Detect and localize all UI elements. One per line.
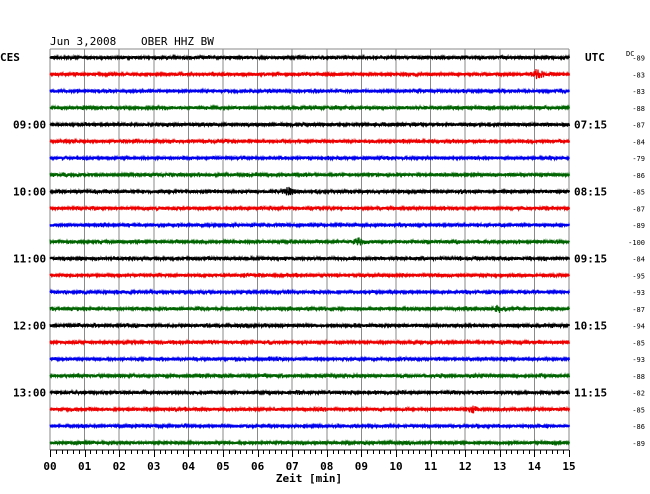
x-tick-label: 10 bbox=[389, 460, 402, 473]
plot-grid bbox=[49, 48, 570, 451]
left-time-label: 12:00 bbox=[13, 320, 46, 333]
x-axis: 00 01 02 03 04 05 06 07 08 09 10 11 12 13 14 15 bbox=[43, 450, 576, 473]
dc-offset-value: -85 bbox=[632, 339, 645, 347]
trace-row bbox=[49, 221, 571, 229]
trace-row bbox=[49, 170, 571, 179]
right-time-label: 11:15 bbox=[574, 387, 607, 400]
trace-row bbox=[49, 186, 571, 196]
trace-row bbox=[49, 120, 571, 129]
x-tick-label: 00 bbox=[43, 460, 56, 473]
x-tick-label: 03 bbox=[147, 460, 160, 473]
left-time-label: 11:00 bbox=[13, 253, 46, 266]
trace-row bbox=[49, 53, 571, 62]
right-time-label: 10:15 bbox=[574, 320, 607, 333]
trace-row bbox=[49, 103, 571, 112]
dc-offset-value: -89 bbox=[632, 222, 645, 230]
trace-row bbox=[49, 271, 571, 280]
dc-offset-column: -89 -83 -83 -88 -87 -84 -79 -86 -85 -87 -89 -100 -84… bbox=[628, 55, 645, 448]
right-zone-label: UTC bbox=[585, 51, 605, 64]
x-tick-label: 09 bbox=[355, 460, 368, 473]
dc-offset-value: -87 bbox=[632, 306, 645, 314]
right-time-label: 08:15 bbox=[574, 186, 607, 199]
left-time-label: 10:00 bbox=[13, 186, 46, 199]
dc-offset-value: -85 bbox=[632, 189, 645, 197]
dc-offset-value: -88 bbox=[632, 373, 645, 381]
dc-offset-value: -87 bbox=[632, 205, 645, 213]
x-tick-label: 06 bbox=[251, 460, 265, 473]
left-time-label: 13:00 bbox=[13, 387, 46, 400]
station-label: OBER HHZ BW bbox=[141, 35, 214, 48]
dc-offset-value: -89 bbox=[632, 55, 645, 63]
trace-row bbox=[49, 288, 571, 296]
seismic-traces bbox=[49, 53, 571, 447]
x-tick-label: 15 bbox=[562, 460, 575, 473]
trace-row bbox=[49, 338, 571, 346]
trace-row bbox=[49, 371, 571, 380]
x-tick-label: 07 bbox=[286, 460, 299, 473]
dc-offset-value: -79 bbox=[632, 155, 645, 163]
dc-offset-value: -93 bbox=[632, 356, 645, 364]
trace-row bbox=[49, 69, 571, 80]
dc-offset-value: -85 bbox=[632, 406, 645, 414]
left-time-label: 09:00 bbox=[13, 119, 46, 132]
dc-offset-value: -94 bbox=[632, 323, 645, 331]
left-zone-label: CES bbox=[0, 51, 20, 64]
x-tick-label: 04 bbox=[182, 460, 196, 473]
trace-row bbox=[49, 422, 571, 430]
trace-row bbox=[49, 204, 571, 213]
x-tick-label: 02 bbox=[113, 460, 126, 473]
trace-row bbox=[49, 321, 571, 330]
trace-row bbox=[49, 388, 571, 397]
dc-offset-value: -84 bbox=[632, 256, 645, 264]
right-time-label: 07:15 bbox=[574, 119, 607, 132]
dc-offset-value: -87 bbox=[632, 122, 645, 130]
x-tick-label: 11 bbox=[424, 460, 438, 473]
trace-row bbox=[49, 87, 571, 95]
dc-offset-value: -83 bbox=[632, 88, 645, 96]
dc-offset-value: -82 bbox=[632, 390, 645, 398]
dc-offset-value: -93 bbox=[632, 289, 645, 297]
x-tick-label: 01 bbox=[78, 460, 92, 473]
dc-offset-value: -88 bbox=[632, 105, 645, 113]
dc-offset-value: -84 bbox=[632, 138, 645, 146]
trace-row bbox=[49, 355, 571, 363]
x-tick-label: 08 bbox=[320, 460, 333, 473]
dc-offset-value: -89 bbox=[632, 440, 645, 448]
dc-offset-value: -86 bbox=[632, 423, 645, 431]
x-tick-label: 05 bbox=[216, 460, 229, 473]
right-time-label: 09:15 bbox=[574, 253, 607, 266]
trace-row bbox=[49, 137, 571, 145]
x-tick-label: 13 bbox=[493, 460, 506, 473]
trace-row bbox=[49, 405, 571, 414]
dc-offset-value: -95 bbox=[632, 272, 645, 280]
dc-offset-value: -100 bbox=[628, 239, 645, 247]
trace-row bbox=[49, 237, 571, 246]
x-tick-label: 14 bbox=[528, 460, 542, 473]
left-time-axis: 09:00 10:00 11:00 12:00 13:00 bbox=[13, 119, 46, 400]
trace-row bbox=[49, 254, 571, 263]
trace-row bbox=[49, 304, 571, 313]
date-label: Jun 3,2008 bbox=[50, 35, 116, 48]
dc-column-label: DC bbox=[626, 50, 634, 58]
trace-row bbox=[49, 154, 571, 162]
dc-offset-value: -86 bbox=[632, 172, 645, 180]
dc-offset-value: -83 bbox=[632, 71, 645, 79]
x-tick-label: 12 bbox=[459, 460, 472, 473]
right-time-axis: 07:15 08:15 09:15 10:15 11:15 bbox=[574, 119, 607, 400]
x-axis-title: Zeit [min] bbox=[276, 472, 342, 485]
trace-row bbox=[49, 438, 571, 447]
